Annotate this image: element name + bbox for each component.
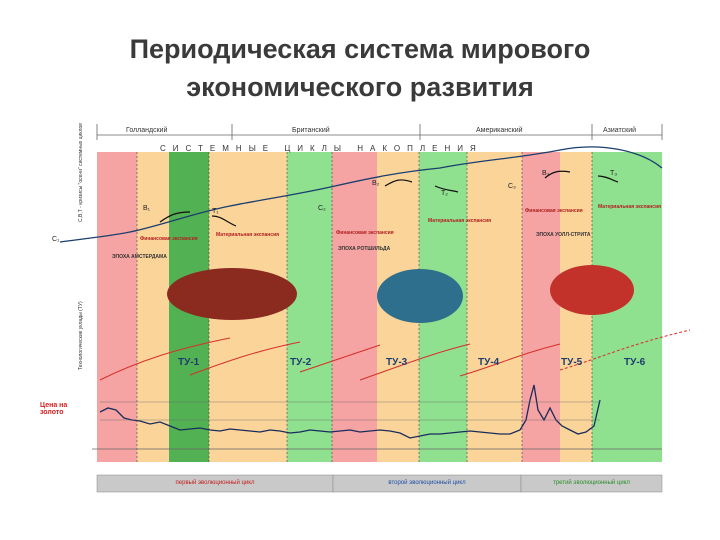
evolution-cycle-3-bar bbox=[520, 474, 663, 493]
page-title: Периодическая система мирового экономиче… bbox=[0, 30, 720, 106]
era-british: Британский bbox=[292, 127, 330, 134]
phase-material-3: Материальная экспансия bbox=[598, 204, 662, 210]
era-header bbox=[96, 124, 663, 140]
crisis-arrows bbox=[159, 170, 619, 227]
marker-b1: B₁ bbox=[143, 205, 151, 212]
marker-b3: B₃ bbox=[542, 170, 550, 177]
title-line-1: Периодическая система мирового bbox=[129, 34, 591, 64]
gold-price-line bbox=[99, 384, 601, 439]
phase-financial-2: Финансовая экспансия bbox=[336, 230, 394, 236]
evolution-cycle-3: третий эволюционный цикл bbox=[553, 480, 630, 486]
band-red-1 bbox=[97, 152, 137, 462]
oval-dutch-british bbox=[167, 268, 297, 320]
epoch-rothschild: ЭПОХА РОТШИЛЬДА bbox=[338, 246, 391, 252]
marker-t1: T₁ bbox=[212, 208, 219, 215]
marker-c1: C₁ bbox=[52, 236, 60, 243]
phase-material-1: Материальная экспансия bbox=[216, 232, 280, 238]
epoch-wall-street: ЭПОХА УОЛЛ-СТРИТА bbox=[536, 232, 591, 238]
title-line-2: экономического развития bbox=[186, 72, 534, 102]
tu-6-label: ТУ-6 bbox=[624, 357, 646, 368]
tu-3-label: ТУ-3 bbox=[386, 357, 408, 368]
marker-c2: C₂ bbox=[318, 205, 326, 212]
tu-1-label: ТУ-1 bbox=[178, 357, 200, 368]
cycles-banner: СИСТЕМНЫЕ ЦИКЛЫ НАКОПЛЕНИЯ bbox=[160, 144, 483, 153]
oval-american bbox=[377, 269, 463, 323]
tu-4-label: ТУ-4 bbox=[478, 357, 500, 368]
era-dutch: Голландский bbox=[126, 127, 168, 134]
band-green-1 bbox=[287, 152, 332, 462]
side-label-tu: Технологические уклады (ТУ) bbox=[78, 301, 84, 370]
tu-5-label: ТУ-5 bbox=[561, 357, 583, 368]
tu-waves bbox=[99, 329, 691, 381]
phase-material-2: Материальная экспансия bbox=[428, 218, 492, 224]
marker-b2: B₂ bbox=[372, 180, 380, 187]
phase-financial-1: Финансовая экспансия bbox=[140, 236, 198, 242]
era-asian: Азиатский bbox=[603, 127, 637, 134]
band-red-2 bbox=[332, 152, 377, 462]
band-orange-4 bbox=[467, 152, 522, 462]
oval-asian bbox=[550, 265, 634, 315]
evolution-cycle-2: второй эволюционный цикл bbox=[388, 480, 466, 486]
tu-2-label: ТУ-2 bbox=[290, 357, 312, 368]
phase-financial-3: Финансовая экспансия bbox=[525, 208, 583, 214]
side-label-gold: Цена на золото bbox=[40, 402, 68, 416]
marker-t3: T₃ bbox=[610, 170, 618, 177]
evolution-cycle-1: первый эволюционный цикл bbox=[175, 480, 255, 486]
epoch-amsterdam: ЭПОХА АМСТЕРДАМА bbox=[112, 254, 167, 260]
marker-t2: T₂ bbox=[441, 190, 448, 197]
marker-c3: C₃ bbox=[508, 183, 516, 190]
side-label-crises: С,В,Т - кризисы "осени" системных циклов bbox=[78, 123, 84, 222]
accumulation-curve bbox=[59, 146, 663, 243]
band-orange-1 bbox=[137, 152, 169, 462]
era-american: Американский bbox=[476, 127, 523, 134]
